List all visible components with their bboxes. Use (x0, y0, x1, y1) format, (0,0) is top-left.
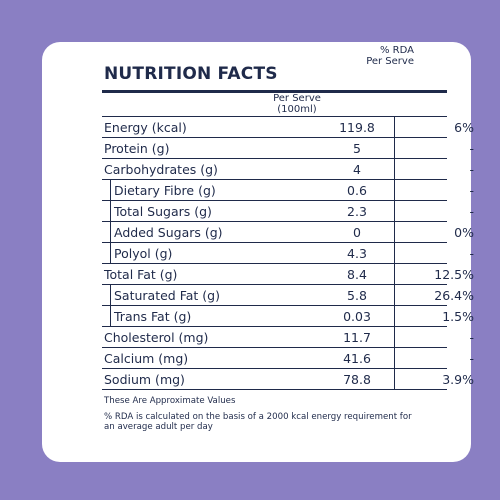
column-divider (394, 348, 395, 368)
nutrient-label: Cholesterol (mg) (104, 330, 209, 345)
nutrient-rda: - (469, 330, 474, 345)
nutrient-label: Energy (kcal) (104, 120, 187, 135)
nutrient-value: 8.4 (347, 267, 367, 282)
row-label-cell (110, 201, 394, 221)
column-divider (394, 285, 395, 305)
nutrient-value: 4 (353, 162, 361, 177)
nutrition-card: NUTRITION FACTS Per Serve (100ml) % RDA … (42, 42, 474, 462)
nutrient-label: Added Sugars (g) (114, 225, 223, 240)
column-divider (394, 201, 395, 221)
column-divider (394, 327, 395, 347)
table-row: Saturated Fat (g) 5.8 26.4% (102, 285, 474, 306)
nutrient-label: Protein (g) (104, 141, 170, 156)
nutrient-rda: - (469, 351, 474, 366)
table-row: Sodium (mg) 78.8 3.9% (102, 369, 474, 390)
nutrient-label: Dietary Fibre (g) (114, 183, 216, 198)
nutrient-rda: - (469, 204, 474, 219)
row-label-cell (110, 180, 394, 200)
nutrient-label: Carbohydrates (g) (104, 162, 218, 177)
nutrient-value: 2.3 (347, 204, 367, 219)
table-row: Added Sugars (g) 0 0% (102, 222, 474, 243)
nutrient-rda: 0% (454, 225, 474, 240)
nutrition-title: NUTRITION FACTS (104, 64, 278, 84)
table-row: Carbohydrates (g) 4 - (102, 159, 474, 180)
column-header-per-serve-line2: (100ml) (277, 104, 317, 115)
column-divider (394, 159, 395, 179)
nutrient-value: 0.03 (343, 309, 371, 324)
column-header-rda: % RDA Per Serve (342, 45, 414, 67)
row-label-cell (110, 222, 394, 242)
nutrient-rda: 12.5% (434, 267, 474, 282)
column-header-per-serve-line1: Per Serve (273, 93, 321, 104)
column-header-rda-line1: % RDA (380, 45, 414, 56)
row-label-cell (110, 243, 394, 263)
nutrient-value: 0.6 (347, 183, 367, 198)
nutrient-value: 0 (353, 225, 361, 240)
column-divider (394, 180, 395, 200)
nutrient-rda: - (469, 141, 474, 156)
nutrient-label: Total Sugars (g) (114, 204, 212, 219)
column-divider (394, 138, 395, 158)
nutrient-label: Calcium (mg) (104, 351, 189, 366)
column-divider (394, 222, 395, 242)
nutrient-rda: - (469, 246, 474, 261)
nutrient-value: 4.3 (347, 246, 367, 261)
nutrient-rda: - (469, 183, 474, 198)
table-row: Polyol (g) 4.3 - (102, 243, 474, 264)
table-row: Total Fat (g) 8.4 12.5% (102, 264, 474, 285)
title-rule (102, 90, 447, 93)
column-divider (394, 243, 395, 263)
nutrient-value: 119.8 (339, 120, 375, 135)
nutrient-rda: 1.5% (442, 309, 474, 324)
nutrient-rda: 6% (454, 120, 474, 135)
nutrient-rda: 3.9% (442, 372, 474, 387)
nutrition-table: Energy (kcal) 119.8 6% Protein (g) 5- Carbohy… (102, 116, 474, 390)
column-divider (394, 306, 395, 326)
row-label-cell (110, 285, 394, 305)
table-row: Energy (kcal) 119.8 6% (102, 117, 474, 138)
table-row: Calcium (mg) 41.6 - (102, 348, 474, 369)
column-divider (394, 369, 395, 389)
nutrient-label: Sodium (mg) (104, 372, 185, 387)
rda-footnote: % RDA is calculated on the basis of a 20… (104, 412, 412, 432)
nutrient-rda: - (469, 162, 474, 177)
nutrient-label: Saturated Fat (g) (114, 288, 220, 303)
nutrient-value: 41.6 (343, 351, 371, 366)
table-row: Trans Fat (g) 0.03 1.5% (102, 306, 474, 327)
nutrient-value: 11.7 (343, 330, 371, 345)
table-row: Cholesterol (mg) 11.7 - (102, 327, 474, 348)
nutrient-value: 5 (353, 141, 361, 156)
nutrient-rda: 26.4% (434, 288, 474, 303)
nutrient-label: Trans Fat (g) (114, 309, 192, 324)
nutrient-label: Total Fat (g) (104, 267, 178, 282)
column-header-rda-line2: Per Serve (366, 56, 414, 67)
table-row: Total Sugars (g) 2.3 - (102, 201, 474, 222)
column-header-per-serve: Per Serve (100ml) (264, 93, 330, 115)
nutrient-value: 78.8 (343, 372, 371, 387)
nutrient-label: Polyol (g) (114, 246, 173, 261)
table-row: Dietary Fibre (g) 0.6 - (102, 180, 474, 201)
approximate-values-note: These Are Approximate Values (104, 396, 236, 406)
column-divider (394, 117, 395, 137)
row-label-cell (110, 306, 394, 326)
table-row: Protein (g) 5 - (102, 138, 474, 159)
column-divider (394, 264, 395, 284)
nutrient-value: 5.8 (347, 288, 367, 303)
